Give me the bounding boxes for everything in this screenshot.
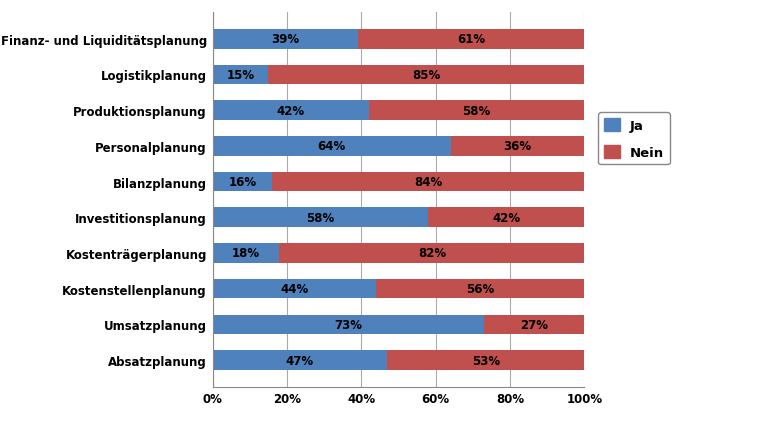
Text: 61%: 61%	[457, 33, 485, 46]
Text: 82%: 82%	[418, 247, 446, 260]
Text: 53%: 53%	[472, 354, 500, 367]
Bar	[428, 208, 584, 227]
Bar	[279, 243, 584, 263]
Bar	[369, 101, 584, 121]
Text: 39%: 39%	[271, 33, 299, 46]
Bar	[357, 30, 584, 49]
Text: 15%: 15%	[226, 69, 254, 82]
Bar	[387, 350, 584, 370]
Text: 84%: 84%	[414, 176, 442, 189]
Text: 42%: 42%	[276, 104, 304, 117]
Bar	[213, 315, 484, 335]
Bar	[213, 101, 369, 121]
Text: 44%: 44%	[280, 283, 308, 295]
Legend: Ja, Nein: Ja, Nein	[598, 113, 669, 165]
Bar	[376, 279, 584, 299]
Text: 18%: 18%	[232, 247, 260, 260]
Bar	[213, 279, 376, 299]
Text: 58%: 58%	[462, 104, 491, 117]
Bar	[213, 172, 272, 192]
Bar	[213, 208, 428, 227]
Bar	[451, 137, 584, 157]
Text: 58%: 58%	[306, 211, 335, 224]
Bar	[213, 65, 269, 85]
Text: 16%: 16%	[228, 176, 257, 189]
Text: 27%: 27%	[520, 318, 548, 331]
Bar	[213, 137, 451, 157]
Bar	[484, 315, 584, 335]
Text: 56%: 56%	[466, 283, 494, 295]
Text: 42%: 42%	[493, 211, 521, 224]
Text: 73%: 73%	[334, 318, 362, 331]
Bar	[269, 65, 584, 85]
Text: 36%: 36%	[503, 140, 531, 153]
Text: 64%: 64%	[317, 140, 345, 153]
Text: 47%: 47%	[286, 354, 314, 367]
Bar	[213, 350, 387, 370]
Text: 85%: 85%	[412, 69, 440, 82]
Bar	[213, 30, 357, 49]
Bar	[213, 243, 279, 263]
Bar	[272, 172, 584, 192]
